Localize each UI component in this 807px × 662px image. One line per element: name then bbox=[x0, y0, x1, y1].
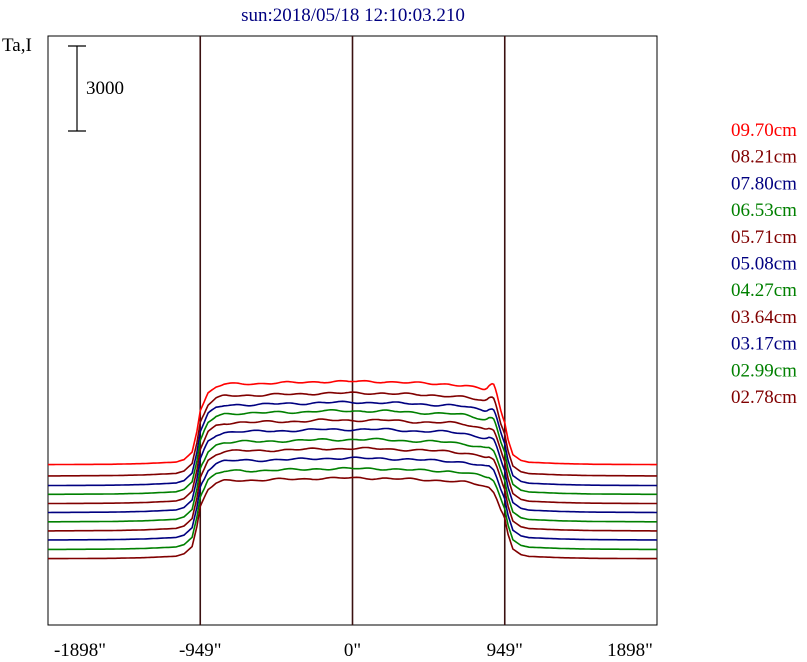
series-line-09-70cm bbox=[48, 379, 657, 466]
series-line-02-99cm bbox=[48, 466, 657, 551]
legend-entry: 04.27cm bbox=[731, 280, 797, 301]
series-line-03-17cm bbox=[47, 456, 658, 541]
x-tick-labels: -1898" -949" 0" 949" 1898" bbox=[54, 640, 653, 661]
series-line-03-64cm bbox=[48, 446, 657, 532]
series-line-05-08cm bbox=[48, 427, 657, 514]
x-tick-label: 949" bbox=[487, 640, 523, 661]
legend-entry: 07.80cm bbox=[731, 173, 797, 194]
legend-entry: 06.53cm bbox=[731, 200, 797, 221]
series-line-02-78cm bbox=[48, 476, 657, 560]
series-line-06-53cm bbox=[48, 409, 657, 496]
x-tick-label: -949" bbox=[179, 640, 222, 661]
chart-title: sun:2018/05/18 12:10:03.210 bbox=[241, 5, 465, 26]
legend-entry: 02.78cm bbox=[731, 387, 797, 408]
x-tick-label: 1898" bbox=[607, 640, 653, 661]
legend-entry: 08.21cm bbox=[731, 147, 797, 168]
legend-entry: 05.71cm bbox=[731, 227, 797, 248]
series-lines bbox=[47, 379, 658, 560]
legend-entry: 03.64cm bbox=[731, 307, 797, 328]
series-line-05-71cm bbox=[48, 418, 657, 505]
legend-entry: 02.99cm bbox=[731, 360, 797, 381]
series-line-08-21cm bbox=[48, 391, 657, 477]
legend-entry: 05.08cm bbox=[731, 254, 797, 275]
legend-entry: 09.70cm bbox=[731, 120, 797, 141]
scale-bar: 3000 bbox=[68, 45, 124, 132]
x-tick-label: -1898" bbox=[54, 640, 106, 661]
scale-bar-label: 3000 bbox=[86, 78, 124, 99]
series-line-04-27cm bbox=[48, 437, 657, 523]
series-line-07-80cm bbox=[47, 400, 658, 487]
limb-markers bbox=[199, 36, 506, 625]
x-tick-label: 0" bbox=[344, 640, 361, 661]
y-axis-label: Ta,I bbox=[2, 35, 32, 56]
legend-entry: 03.17cm bbox=[731, 334, 797, 355]
legend: 09.70cm 08.21cm 07.80cm 06.53cm 05.71cm 05.08… bbox=[731, 120, 797, 408]
